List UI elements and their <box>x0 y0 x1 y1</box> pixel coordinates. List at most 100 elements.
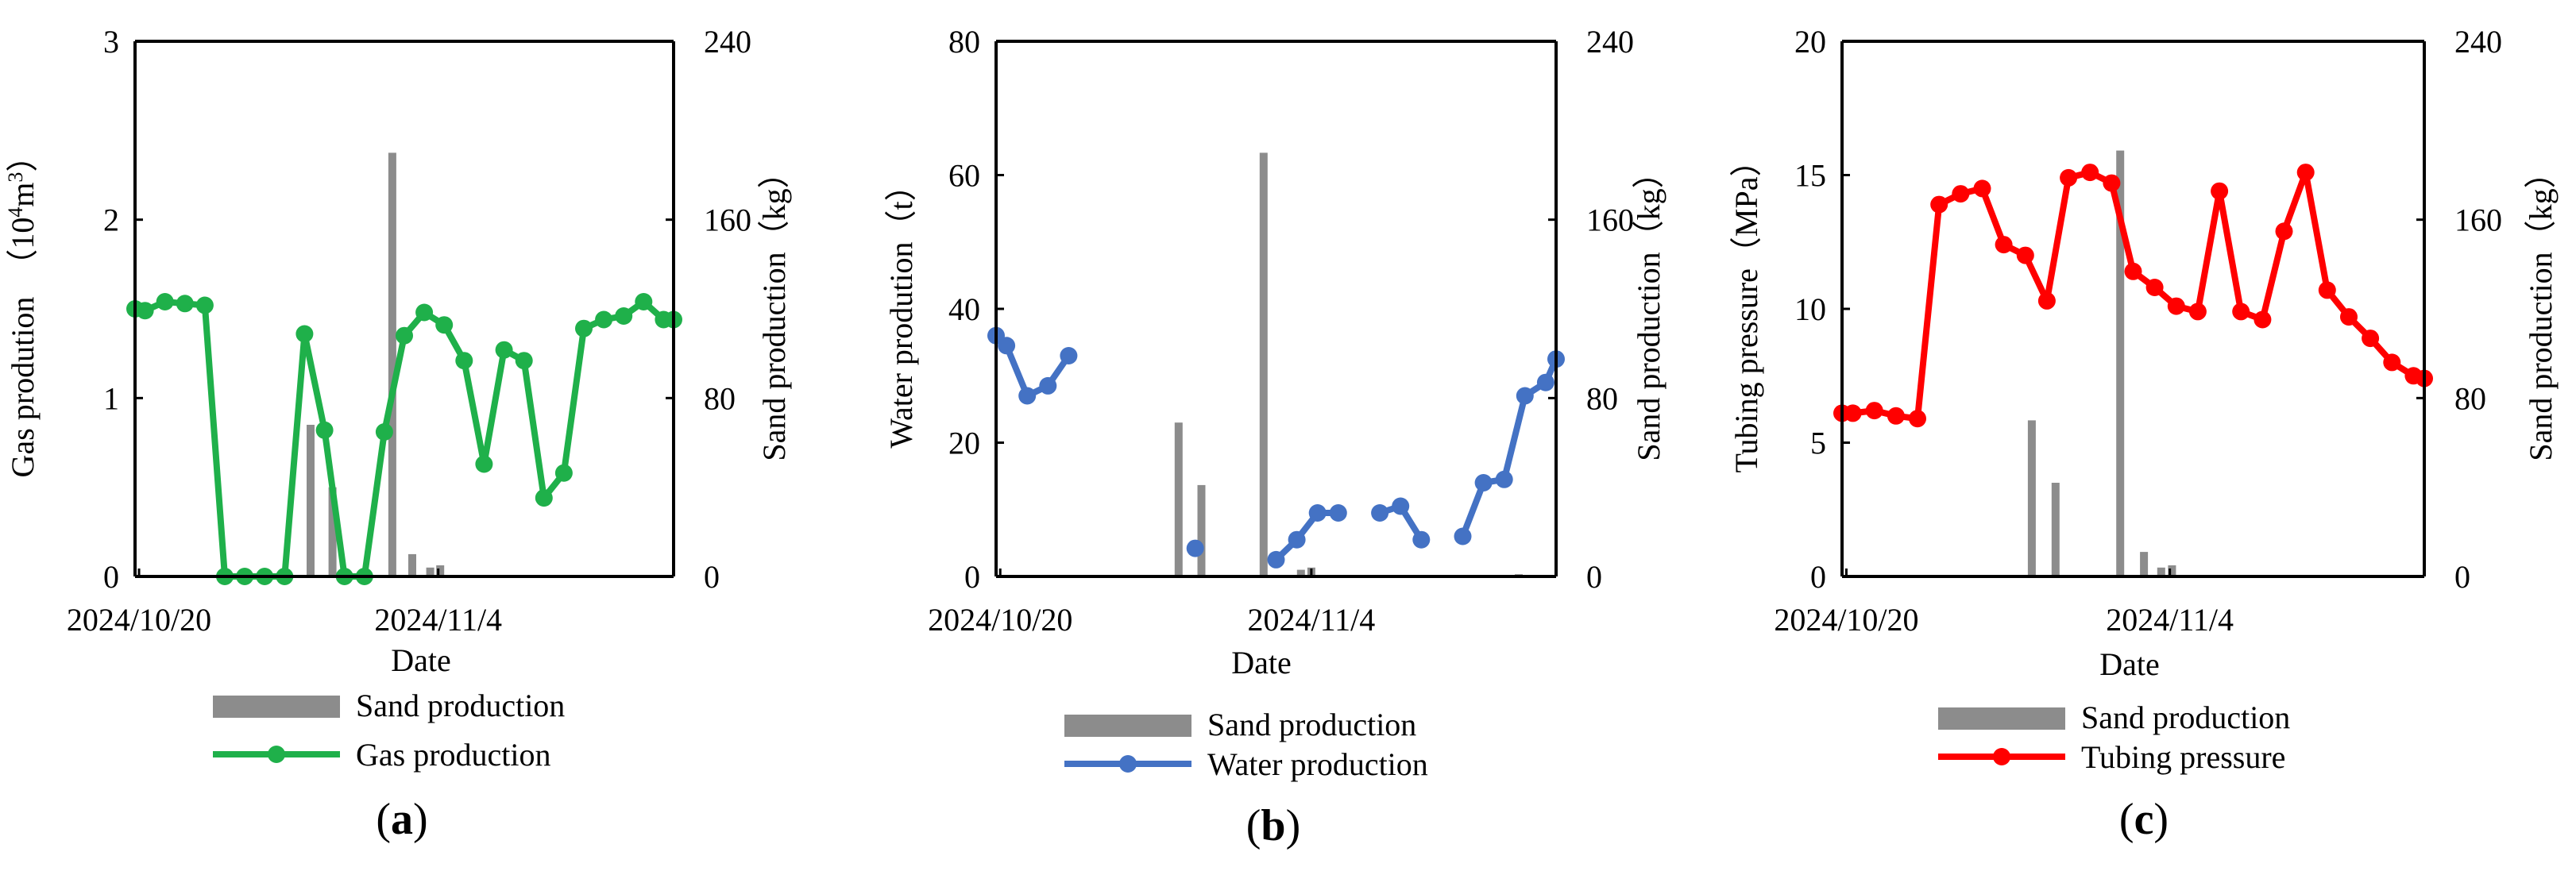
left-tick-label-b-1: 20 <box>948 426 980 461</box>
series-point-c-0-18 <box>2211 182 2229 200</box>
left-axis-title-part-a-4: ） <box>5 141 41 172</box>
series-point-c-0-15 <box>2145 279 2164 296</box>
x-tick-label-a-0: 2024/10/20 <box>67 602 211 638</box>
series-point-c-0-6 <box>1952 185 1970 203</box>
series-point-b-3-1 <box>1392 497 1410 515</box>
right-axis-title-c: Sand production（kg） <box>2523 156 2559 461</box>
right-tick-label-b-0: 0 <box>1586 559 1602 595</box>
series-point-b-4-2 <box>1495 470 1513 488</box>
panel-label-b: (b) <box>1246 801 1300 850</box>
sand-bar-b-0 <box>1174 422 1183 576</box>
x-tick-label-b-0: 2024/10/20 <box>928 602 1072 638</box>
series-point-c-0-10 <box>2037 291 2056 310</box>
series-point-a-0-24 <box>595 310 613 329</box>
right-tick-label-a-1: 80 <box>704 380 736 416</box>
series-point-a-0-20 <box>515 352 533 370</box>
series-point-c-0-26 <box>2383 353 2401 372</box>
series-point-b-2-1 <box>1288 530 1306 549</box>
series-point-c-0-14 <box>2124 262 2142 280</box>
x-tick-label-b-1: 2024/11/4 <box>1248 602 1376 638</box>
series-point-a-0-10 <box>315 421 334 439</box>
left-axis-title-part-a-2: m <box>5 183 41 207</box>
x-tick-label-a-1: 2024/11/4 <box>374 602 502 638</box>
left-tick-label-a-2: 2 <box>103 202 119 238</box>
legend-line-label-a: Gas production <box>356 737 551 773</box>
series-point-b-3-0 <box>1371 504 1389 522</box>
right-tick-label-b-2: 160 <box>1586 202 1634 238</box>
series-point-a-0-16 <box>435 316 454 334</box>
series-point-a-0-22 <box>554 464 573 482</box>
left-tick-label-c-1: 5 <box>1810 426 1826 461</box>
legend-sand-label-c: Sand production <box>2081 700 2290 735</box>
x-tick-label-c-0: 2024/10/20 <box>1774 602 1918 638</box>
sand-bar-a-3 <box>408 553 416 576</box>
series-point-c-0-16 <box>2167 297 2185 315</box>
series-point-a-0-18 <box>475 455 493 473</box>
series-point-b-0-2 <box>1018 387 1037 405</box>
left-tick-label-b-4: 80 <box>948 24 980 60</box>
series-point-c-0-25 <box>2362 330 2380 348</box>
series-point-c-0-21 <box>2275 222 2293 241</box>
sand-bar-b-3 <box>1296 569 1305 576</box>
series-point-c-0-5 <box>1930 195 1948 214</box>
series-point-b-1-0 <box>1186 539 1204 557</box>
panel-label-open-b: ( <box>1246 801 1261 850</box>
series-point-c-0-7 <box>1973 179 1991 198</box>
x-axis-title-a: Date <box>391 642 451 678</box>
series-point-c-0-11 <box>2060 168 2078 187</box>
legend-sand-label-a: Sand production <box>356 688 565 723</box>
series-point-b-2-2 <box>1308 504 1327 522</box>
series-point-a-0-14 <box>396 326 413 345</box>
series-point-c-0-9 <box>2016 246 2034 264</box>
series-point-a-0-19 <box>495 341 513 359</box>
left-tick-label-a-0: 0 <box>103 559 119 595</box>
legend-line-marker-a <box>268 746 285 763</box>
panel-label-letter-c: c <box>2134 795 2154 844</box>
series-point-c-0-23 <box>2318 281 2336 299</box>
series-point-b-4-0 <box>1454 527 1472 545</box>
panel-label-close-b: ) <box>1286 801 1301 850</box>
sand-bar-a-0 <box>307 425 315 576</box>
right-tick-label-c-2: 160 <box>2454 202 2502 238</box>
sand-bar-a-4 <box>426 567 434 576</box>
sand-bar-c-2 <box>2116 150 2125 577</box>
legend-line-marker-c <box>1993 748 2010 765</box>
legend-a: Sand production Gas production <box>213 688 565 773</box>
sand-bar-b-1 <box>1197 484 1206 576</box>
right-tick-label-b-1: 80 <box>1586 380 1618 416</box>
left-axis-title-c: Tubing pressure（MPa） <box>1728 145 1764 473</box>
series-point-b-0-1 <box>998 337 1016 355</box>
sand-bar-a-1 <box>328 487 337 576</box>
panel-label-a: (a) <box>376 795 427 844</box>
panel-label-open-c: ( <box>2119 795 2134 844</box>
series-point-a-0-1 <box>136 302 154 320</box>
panel-label-open-a: ( <box>376 795 391 844</box>
left-axis-title-a: Gas prodution （104m3） <box>4 141 41 478</box>
series-point-a-0-3 <box>176 295 194 313</box>
series-point-c-0-20 <box>2254 310 2272 329</box>
series-point-c-0-4 <box>1909 410 1926 428</box>
series-point-b-0-4 <box>1060 347 1078 364</box>
series-point-c-0-19 <box>2232 303 2250 321</box>
left-tick-label-c-3: 15 <box>1794 158 1826 194</box>
left-tick-label-b-3: 60 <box>948 158 980 194</box>
left-tick-label-c-0: 0 <box>1810 559 1826 595</box>
series-point-b-2-3 <box>1329 504 1347 522</box>
x-tick-label-c-1: 2024/11/4 <box>2106 602 2234 638</box>
series-point-c-0-2 <box>1865 402 1883 420</box>
sand-bar-c-5 <box>2168 565 2176 576</box>
panel-label-c: (c) <box>2119 795 2169 844</box>
right-tick-label-b-3: 240 <box>1586 24 1634 60</box>
panel-label-close-c: ) <box>2153 795 2169 844</box>
sand-bar-a-5 <box>436 565 445 576</box>
right-tick-label-a-3: 240 <box>704 24 751 60</box>
right-tick-label-c-0: 0 <box>2454 559 2470 595</box>
chart-panel-c: 0 5 10 15 20 0 80 160 240 2024/10/20 2024/11/4 Date… <box>1728 24 2559 844</box>
legend-line-label-c: Tubing pressure <box>2081 739 2285 775</box>
left-tick-label-a-3: 3 <box>103 24 119 60</box>
right-tick-label-a-0: 0 <box>704 559 720 595</box>
legend-line-marker-b <box>1119 755 1137 773</box>
series-point-a-0-4 <box>195 296 214 314</box>
